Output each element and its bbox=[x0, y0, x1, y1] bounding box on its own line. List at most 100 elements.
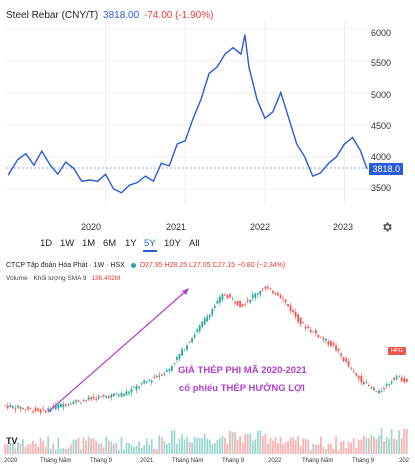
volume-bar bbox=[357, 439, 360, 454]
volume-bar bbox=[80, 449, 82, 454]
volume-bar bbox=[261, 436, 264, 454]
volume-bar bbox=[378, 435, 380, 454]
candle-body bbox=[173, 363, 176, 364]
candle-body bbox=[221, 293, 224, 300]
timeframe-10y[interactable]: 10Y bbox=[164, 238, 181, 249]
volume-bar bbox=[59, 448, 62, 454]
volume-label: Volume · Khối lượng SMA 9 bbox=[6, 275, 87, 282]
candle-body bbox=[370, 387, 373, 389]
candle-body bbox=[201, 321, 204, 327]
volume-bar bbox=[107, 440, 110, 454]
volume-bar bbox=[213, 442, 216, 454]
candle-body bbox=[47, 408, 50, 411]
volume-bar bbox=[92, 438, 95, 454]
volume-bar bbox=[201, 438, 204, 454]
candle-body bbox=[22, 408, 24, 410]
candle-body bbox=[32, 411, 34, 413]
volume-bar bbox=[47, 436, 50, 454]
y-tick-5000: 5000 bbox=[370, 90, 391, 100]
timeframe-1m[interactable]: 1M bbox=[82, 238, 96, 249]
candle-body bbox=[87, 397, 90, 400]
timeframe-1d[interactable]: 1D bbox=[40, 238, 53, 249]
timeframe-6m[interactable]: 6M bbox=[103, 238, 117, 249]
volume-bar bbox=[282, 444, 284, 454]
candle-body bbox=[105, 396, 108, 399]
volume-bar bbox=[168, 442, 171, 454]
volume-value: 136.402M bbox=[91, 275, 121, 282]
volume-bar bbox=[87, 436, 90, 454]
candle-body bbox=[360, 376, 363, 383]
candle-body bbox=[54, 405, 57, 410]
candle-body bbox=[241, 304, 244, 307]
volume-bar bbox=[208, 439, 211, 454]
candle-body bbox=[246, 300, 249, 302]
candle-body bbox=[67, 403, 70, 405]
x-tick-2020: 2020 bbox=[81, 222, 102, 232]
candle-body bbox=[375, 391, 378, 393]
candle-body bbox=[297, 314, 300, 322]
volume-bar bbox=[292, 437, 294, 454]
candle-body bbox=[380, 391, 383, 392]
volume-bar bbox=[274, 437, 277, 454]
x-tick-2022: 2022 bbox=[250, 222, 271, 232]
trend-arrow bbox=[47, 289, 188, 413]
volume-bar bbox=[115, 443, 118, 454]
timeframe-all[interactable]: All bbox=[189, 238, 200, 249]
candle-body bbox=[143, 380, 146, 384]
y-tick-4500: 4500 bbox=[370, 121, 391, 131]
candle-body bbox=[95, 398, 98, 401]
steel-point bbox=[359, 149, 362, 152]
volume-bar bbox=[95, 440, 98, 454]
volume-bar bbox=[335, 436, 337, 454]
steel-point bbox=[335, 156, 338, 158]
candle-body bbox=[208, 315, 211, 318]
bx-tick-9: 202 bbox=[399, 458, 410, 464]
candle-body bbox=[249, 300, 252, 303]
steel-line-chart[interactable] bbox=[0, 0, 415, 258]
candle-body bbox=[145, 381, 148, 383]
volume-bar bbox=[67, 448, 70, 454]
candle-body bbox=[350, 367, 353, 369]
steel-point bbox=[351, 136, 354, 139]
gear-icon[interactable] bbox=[381, 221, 393, 233]
candle-body bbox=[317, 334, 320, 338]
candle-body bbox=[284, 299, 287, 303]
candle-body bbox=[27, 406, 29, 410]
candle-body bbox=[24, 409, 27, 410]
volume-bar bbox=[383, 441, 385, 454]
steel-point bbox=[288, 117, 290, 119]
timeframe-1y[interactable]: 1Y bbox=[125, 238, 137, 249]
volume-bar bbox=[130, 444, 133, 454]
bx-tick-3: 2021 bbox=[140, 458, 154, 464]
volume-bar bbox=[317, 444, 320, 454]
steel-point bbox=[96, 180, 99, 182]
volume-bar bbox=[380, 428, 383, 454]
annotation-line-1: GIÁ THÉP PHI MÃ 2020-2021 bbox=[178, 365, 307, 376]
candle-body bbox=[405, 378, 408, 383]
candle-body bbox=[307, 326, 310, 329]
candle-body bbox=[335, 345, 337, 351]
steel-point bbox=[112, 188, 115, 190]
candle-body bbox=[203, 318, 206, 325]
candle-body bbox=[160, 374, 163, 376]
steel-point bbox=[41, 150, 43, 152]
volume-bar bbox=[29, 443, 32, 454]
candle-body bbox=[163, 373, 166, 375]
candle-body bbox=[130, 389, 133, 393]
candle-body bbox=[158, 375, 161, 377]
tradingview-logo: TV bbox=[6, 436, 18, 446]
candle-body bbox=[367, 385, 370, 387]
timeframe-5y[interactable]: 5Y bbox=[143, 238, 157, 252]
timeframe-1w[interactable]: 1W bbox=[60, 238, 75, 249]
candle-body bbox=[125, 391, 128, 396]
steel-point bbox=[296, 143, 298, 145]
stock-header: CTCP Tập đoàn Hòa Phát · 1W · HSX O27.95… bbox=[6, 262, 285, 269]
volume-bar bbox=[49, 448, 52, 454]
steel-point bbox=[49, 163, 51, 166]
volume-bar bbox=[90, 438, 92, 454]
steel-header: Steel Rebar (CNY/T) 3818.00 -74.00 (-1.9… bbox=[6, 10, 213, 21]
candlestick-chart[interactable] bbox=[0, 258, 415, 474]
candle-body bbox=[261, 289, 264, 290]
stock-panel: CTCP Tập đoàn Hòa Phát · 1W · HSX O27.95… bbox=[0, 258, 415, 474]
y-tick-3500: 3500 bbox=[370, 183, 391, 193]
